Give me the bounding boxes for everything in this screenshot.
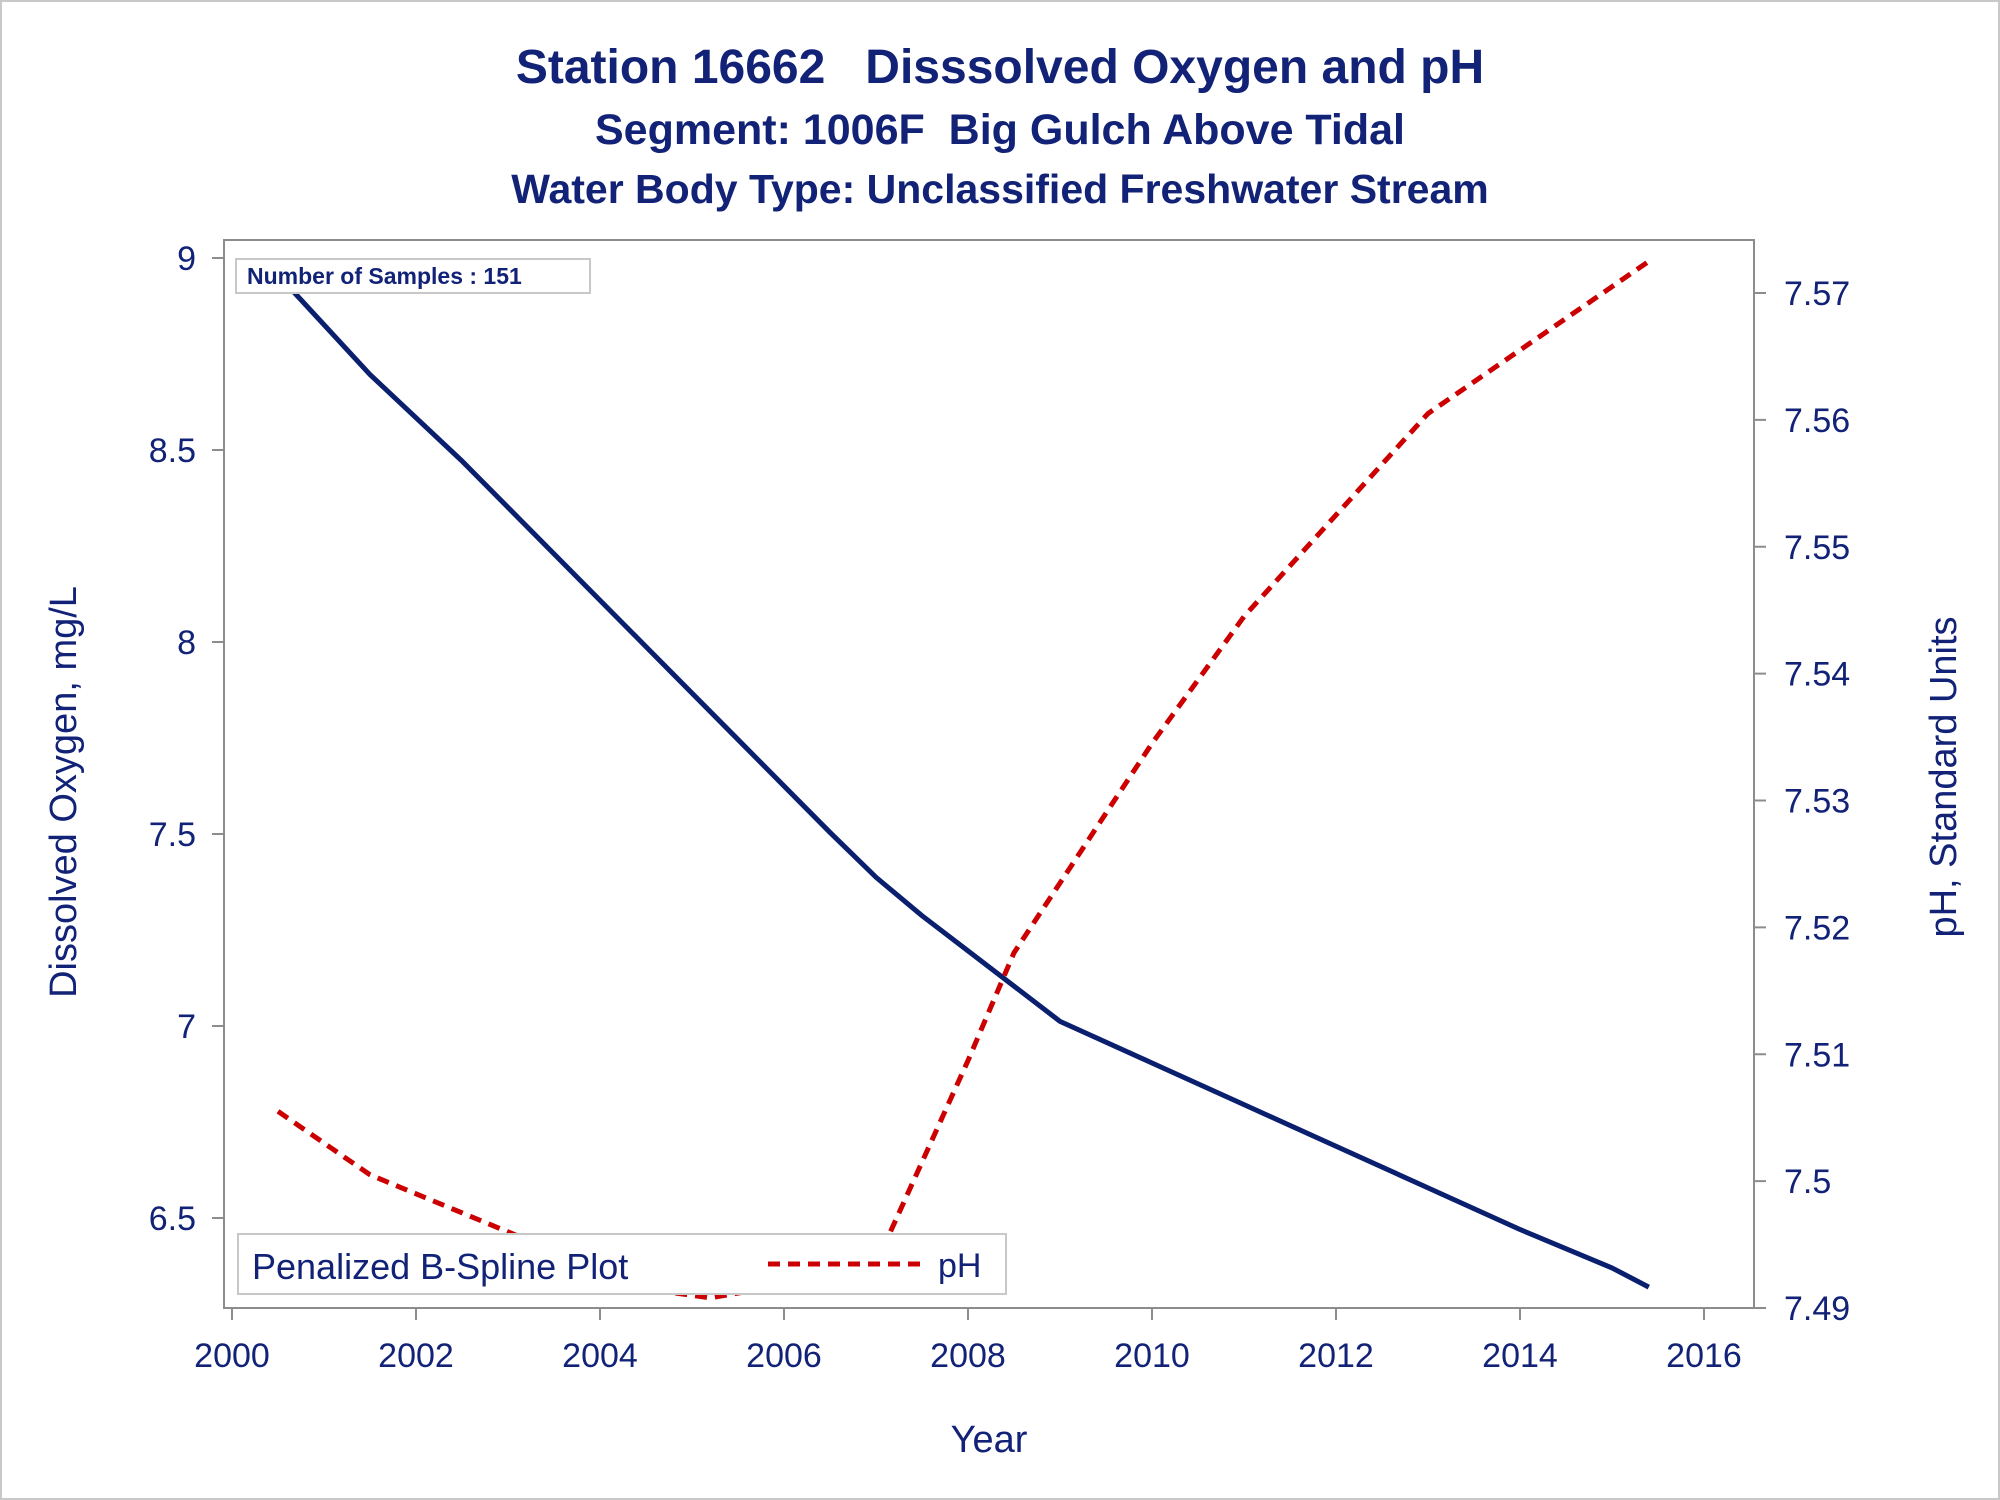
- x-tick-label: 2004: [562, 1337, 638, 1375]
- x-tick-label: 2012: [1298, 1337, 1374, 1375]
- y-left-tick-label: 6.5: [149, 1200, 196, 1238]
- x-tick-label: 2002: [378, 1337, 454, 1375]
- plot-area-border: [223, 239, 1755, 1309]
- y-right-tick-label: 7.57: [1784, 275, 1850, 313]
- series-ph-line: [276, 259, 1651, 1301]
- x-tick-label: 2016: [1666, 1337, 1742, 1375]
- chart-subtitle-waterbody: Water Body Type: Unclassified Freshwater…: [511, 166, 1489, 212]
- y-right-tick-label: 7.49: [1784, 1290, 1850, 1328]
- legend-title: Penalized B-Spline Plot: [252, 1246, 628, 1287]
- y-left-tick-label: 7.5: [149, 816, 196, 854]
- y-right-tick-label: 7.56: [1784, 402, 1850, 440]
- samples-box: [235, 258, 591, 294]
- chart-subtitle-segment: Segment: 1006F Big Gulch Above Tidal: [594, 106, 1405, 154]
- x-tick-label: 2008: [930, 1337, 1006, 1375]
- legend-label-ph: pH: [938, 1247, 981, 1285]
- y-right-tick-label: 7.51: [1784, 1036, 1850, 1074]
- y-right-tick-label: 7.53: [1784, 783, 1850, 821]
- x-tick-label: 2000: [194, 1337, 270, 1375]
- x-tick-label: 2006: [746, 1337, 822, 1375]
- y-right-tick-label: 7.54: [1784, 656, 1850, 694]
- y-left-tick-label: 8: [177, 624, 196, 662]
- x-tick-label: 2014: [1482, 1337, 1558, 1375]
- y-right-tick-label: 7.55: [1784, 529, 1850, 567]
- x-tick-label: 2010: [1114, 1337, 1190, 1375]
- y-right-tick-label: 7.5: [1784, 1163, 1831, 1201]
- y-left-tick-label: 8.5: [149, 432, 196, 470]
- chart-title: Station 16662 Disssolved Oxygen and pH: [515, 41, 1485, 94]
- samples-label: Number of Samples : 151: [247, 263, 522, 289]
- y-right-tick-label: 7.52: [1784, 909, 1850, 947]
- y-left-tick-label: 7: [177, 1008, 196, 1046]
- y-right-axis-label: pH, Standard Units: [1923, 616, 1965, 937]
- series-do-line: [285, 283, 1650, 1290]
- x-axis-label: Year: [951, 1419, 1028, 1461]
- y-left-tick-label: 9: [177, 240, 196, 278]
- y-left-axis-label: Dissolved Oxygen, mg/L: [43, 586, 85, 998]
